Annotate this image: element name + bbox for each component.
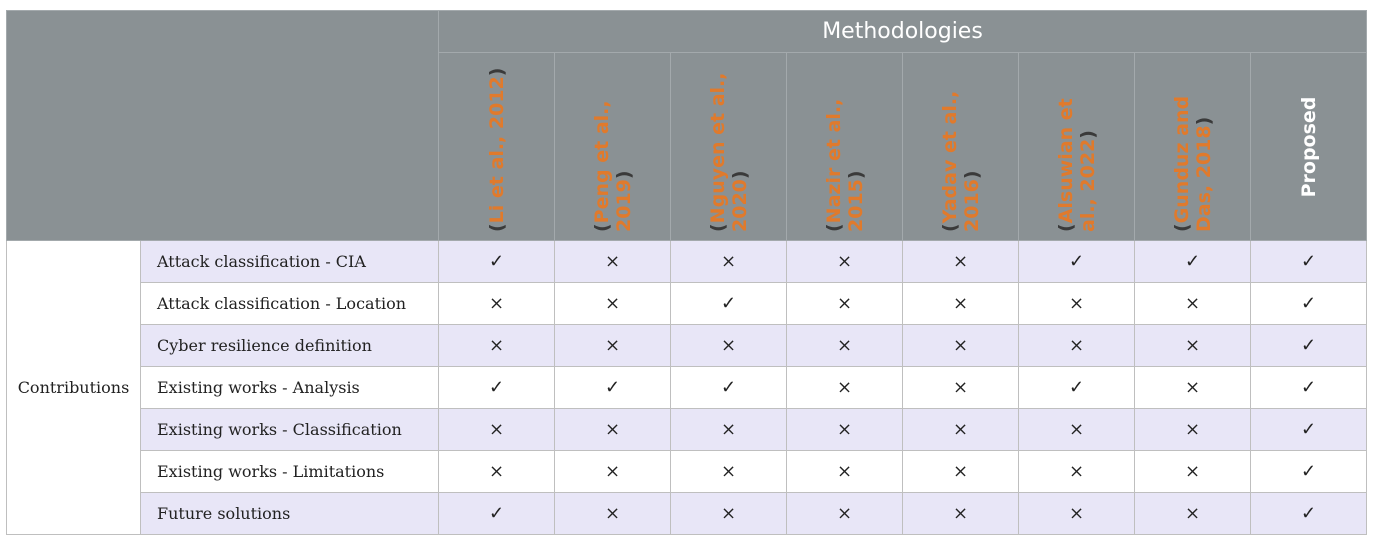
- header-corner: [6, 10, 439, 241]
- cross-icon: ×: [1134, 282, 1251, 325]
- cross-icon: ×: [902, 492, 1019, 535]
- cross-icon: ×: [786, 450, 903, 493]
- cross-icon: ×: [554, 240, 671, 283]
- method-column-header: (Alsuwian et al., 2022): [1018, 52, 1135, 241]
- cross-icon: ×: [902, 324, 1019, 367]
- cross-icon: ×: [786, 408, 903, 451]
- cross-icon: ×: [902, 240, 1019, 283]
- method-column-header: (Gunduz and Das, 2018): [1134, 52, 1251, 241]
- table-row: Future solutions ✓ × × × × × × ✓: [7, 492, 1367, 535]
- citation-link[interactable]: (Nguyen et al., 2020): [706, 72, 751, 232]
- row-label: Existing works - Limitations: [140, 450, 439, 493]
- check-icon: ✓: [670, 366, 787, 409]
- method-column-header: (Yadav et al., 2016): [902, 52, 1019, 241]
- cross-icon: ×: [670, 492, 787, 535]
- methodologies-header: Methodologies: [438, 10, 1367, 53]
- cross-icon: ×: [902, 282, 1019, 325]
- citation-link[interactable]: (Yadav et al., 2016): [938, 90, 983, 232]
- check-icon: ✓: [1250, 240, 1367, 283]
- method-column-header: Proposed: [1250, 52, 1367, 241]
- table-row: Attack classification - Location × × ✓ × × × × ✓: [7, 282, 1367, 325]
- check-icon: ✓: [438, 492, 555, 535]
- row-label: Attack classification - CIA: [140, 240, 439, 283]
- check-icon: ✓: [1250, 366, 1367, 409]
- cross-icon: ×: [786, 324, 903, 367]
- row-label: Cyber resilience definition: [140, 324, 439, 367]
- method-column-header: (Li et al., 2012): [438, 52, 555, 241]
- check-icon: ✓: [1134, 240, 1251, 283]
- check-icon: ✓: [1018, 366, 1135, 409]
- row-label: Future solutions: [140, 492, 439, 535]
- cross-icon: ×: [1134, 324, 1251, 367]
- check-icon: ✓: [554, 366, 671, 409]
- check-icon: ✓: [438, 240, 555, 283]
- cross-icon: ×: [902, 408, 1019, 451]
- table-row: Contributions Attack classification - CIA…: [6, 240, 1367, 535]
- method-column-header: (Nazir et al., 2015): [786, 52, 903, 241]
- method-column-header: (Peng et al., 2019): [554, 52, 671, 241]
- cross-icon: ×: [554, 324, 671, 367]
- table-body: Contributions Attack classification - CIA…: [6, 240, 1367, 535]
- cross-icon: ×: [786, 492, 903, 535]
- cross-icon: ×: [786, 282, 903, 325]
- cross-icon: ×: [554, 450, 671, 493]
- cross-icon: ×: [670, 450, 787, 493]
- cross-icon: ×: [1018, 408, 1135, 451]
- cross-icon: ×: [554, 408, 671, 451]
- cross-icon: ×: [438, 324, 555, 367]
- check-icon: ✓: [1250, 408, 1367, 451]
- cross-icon: ×: [670, 408, 787, 451]
- cross-icon: ×: [438, 450, 555, 493]
- comparison-table: Methodologies (Li et al., 2012) (Peng et …: [6, 10, 1367, 535]
- cross-icon: ×: [438, 408, 555, 451]
- citation-link[interactable]: (Nazir et al., 2015): [822, 98, 867, 232]
- header-row-columns: (Li et al., 2012) (Peng et al., 2019) (Ngu…: [7, 52, 1367, 241]
- cross-icon: ×: [902, 366, 1019, 409]
- cross-icon: ×: [670, 324, 787, 367]
- check-icon: ✓: [1250, 492, 1367, 535]
- cross-icon: ×: [786, 240, 903, 283]
- check-icon: ✓: [1250, 282, 1367, 325]
- cross-icon: ×: [902, 450, 1019, 493]
- check-icon: ✓: [1250, 450, 1367, 493]
- table-row: Existing works - Classification × × × × × × × ✓: [7, 408, 1367, 451]
- cross-icon: ×: [1018, 282, 1135, 325]
- cross-icon: ×: [1018, 450, 1135, 493]
- check-icon: ✓: [670, 282, 787, 325]
- cross-icon: ×: [1134, 450, 1251, 493]
- group-label: Contributions: [6, 240, 141, 535]
- cross-icon: ×: [438, 282, 555, 325]
- citation-link[interactable]: (Alsuwian et al., 2022): [1054, 97, 1099, 232]
- citation-link[interactable]: (Peng et al., 2019): [590, 99, 635, 232]
- cross-icon: ×: [670, 240, 787, 283]
- cross-icon: ×: [786, 366, 903, 409]
- cross-icon: ×: [554, 492, 671, 535]
- check-icon: ✓: [438, 366, 555, 409]
- table-row: Existing works - Limitations × × × × × × × ✓: [7, 450, 1367, 493]
- table-row: Cyber resilience definition × × × × × × × ✓: [7, 324, 1367, 367]
- table-row: Existing works - Analysis ✓ ✓ ✓ × × ✓ × ✓: [7, 366, 1367, 409]
- check-icon: ✓: [1250, 324, 1367, 367]
- column-label: Proposed: [1297, 96, 1320, 197]
- cross-icon: ×: [1134, 408, 1251, 451]
- cross-icon: ×: [1134, 492, 1251, 535]
- comparison-table-container: Methodologies (Li et al., 2012) (Peng et …: [6, 10, 1367, 535]
- cross-icon: ×: [1018, 324, 1135, 367]
- cross-icon: ×: [1134, 366, 1251, 409]
- method-column-header: (Nguyen et al., 2020): [670, 52, 787, 241]
- cross-icon: ×: [1018, 492, 1135, 535]
- row-label: Attack classification - Location: [140, 282, 439, 325]
- check-icon: ✓: [1018, 240, 1135, 283]
- citation-link[interactable]: (Li et al., 2012): [485, 67, 508, 232]
- cross-icon: ×: [554, 282, 671, 325]
- citation-link[interactable]: (Gunduz and Das, 2018): [1170, 95, 1215, 232]
- row-label: Existing works - Analysis: [140, 366, 439, 409]
- row-label: Existing works - Classification: [140, 408, 439, 451]
- header-row-top: Methodologies: [6, 10, 1367, 241]
